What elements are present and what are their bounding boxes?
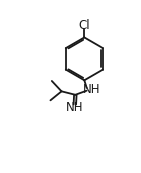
- Text: Cl: Cl: [79, 19, 90, 32]
- Text: NH: NH: [83, 83, 101, 96]
- Text: NH: NH: [66, 101, 83, 114]
